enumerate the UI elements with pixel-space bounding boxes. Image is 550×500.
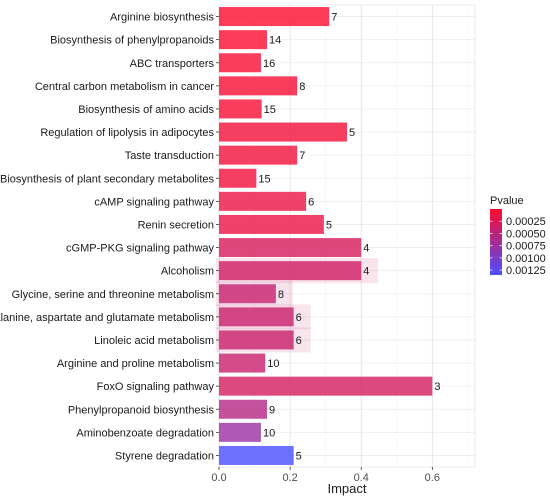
data-label: 3 — [434, 381, 440, 393]
bar — [219, 214, 324, 234]
plot-panel — [218, 4, 476, 468]
data-label: 6 — [296, 335, 302, 347]
category-label: Alcoholism — [161, 266, 214, 278]
category-label: Renin secretion — [138, 219, 214, 231]
bar — [219, 7, 330, 27]
data-label: 5 — [296, 450, 302, 462]
category-label: cGMP-PKG signaling pathway — [66, 243, 214, 255]
bar — [219, 99, 262, 119]
data-label: 9 — [269, 404, 275, 416]
bar — [219, 399, 267, 419]
bar — [219, 191, 307, 211]
data-label: 5 — [349, 127, 355, 139]
data-label: 10 — [267, 358, 279, 370]
category-labels: Arginine biosynthesis Biosynthesis of phe… — [0, 12, 219, 462]
bar — [219, 353, 266, 373]
bar — [219, 330, 294, 350]
data-label: 6 — [296, 312, 302, 324]
bar — [219, 261, 362, 281]
legend-tick-label: 0.00050 — [506, 228, 546, 240]
category-label: Phenylpropanoid biosynthesis — [68, 404, 215, 416]
category-label: cAMP signaling pathway — [94, 196, 214, 208]
data-label: 7 — [299, 150, 305, 162]
x-tick-label: 0.2 — [282, 472, 297, 484]
legend-tick-label: 0.00075 — [506, 241, 546, 253]
category-label: Taste transduction — [125, 150, 214, 162]
legend-color-bar — [490, 209, 502, 275]
bar — [219, 238, 362, 258]
bar — [219, 53, 261, 73]
category-label: Alanine, aspartate and glutamate metabol… — [0, 312, 214, 324]
bar — [219, 30, 267, 50]
data-label: 8 — [278, 289, 284, 301]
category-label: Arginine and proline metabolism — [57, 358, 214, 370]
bar — [219, 122, 347, 142]
legend-tick-label: 0.00125 — [506, 265, 546, 277]
category-label: FoxO signaling pathway — [97, 381, 215, 393]
bar — [219, 422, 261, 442]
data-label: 10 — [263, 427, 275, 439]
category-label: Central carbon metabolism in cancer — [35, 81, 214, 93]
data-label: 4 — [363, 243, 369, 255]
x-axis-ticks: 0.0 0.2 0.4 0.6 — [211, 467, 440, 484]
bar — [219, 145, 298, 165]
category-label: Biosynthesis of plant secondary metaboli… — [0, 173, 214, 185]
bar — [219, 168, 257, 188]
category-label: Arginine biosynthesis — [110, 12, 214, 24]
category-label: Regulation of lipolysis in adipocytes — [40, 127, 214, 139]
data-label: 14 — [269, 35, 281, 47]
data-label: 16 — [263, 58, 275, 70]
bar — [219, 76, 298, 96]
x-tick-label: 0.6 — [425, 472, 440, 484]
legend: Pvalue 0.000250.000500.000750.001000.001… — [490, 195, 546, 277]
data-label: 6 — [308, 196, 314, 208]
data-label: 5 — [326, 219, 332, 231]
legend-tick-label: 0.00100 — [506, 253, 546, 265]
category-label: Aminobenzoate degradation — [76, 427, 214, 439]
x-tick-label: 0.4 — [354, 472, 369, 484]
category-label: Glycine, serine and threonine metabolism — [12, 289, 214, 301]
x-tick-label: 0.0 — [211, 472, 226, 484]
data-label: 15 — [264, 104, 276, 116]
category-label: Biosynthesis of phenylpropanoids — [50, 35, 214, 47]
data-label: 7 — [331, 12, 337, 24]
legend-tick-label: 0.00025 — [506, 216, 546, 228]
category-label: ABC transporters — [130, 58, 215, 70]
bar — [219, 445, 294, 465]
category-label: Styrene degradation — [115, 450, 214, 462]
bar — [219, 307, 294, 327]
legend-title: Pvalue — [490, 195, 524, 207]
bar — [219, 376, 433, 396]
x-axis-title: Impact — [327, 481, 366, 496]
data-label: 8 — [299, 81, 305, 93]
category-label: Biosynthesis of amino acids — [78, 104, 214, 116]
bars — [219, 7, 433, 465]
data-label: 4 — [363, 266, 369, 278]
bar — [219, 284, 276, 304]
data-label: 15 — [258, 173, 270, 185]
category-label: Linoleic acid metabolism — [94, 335, 214, 347]
